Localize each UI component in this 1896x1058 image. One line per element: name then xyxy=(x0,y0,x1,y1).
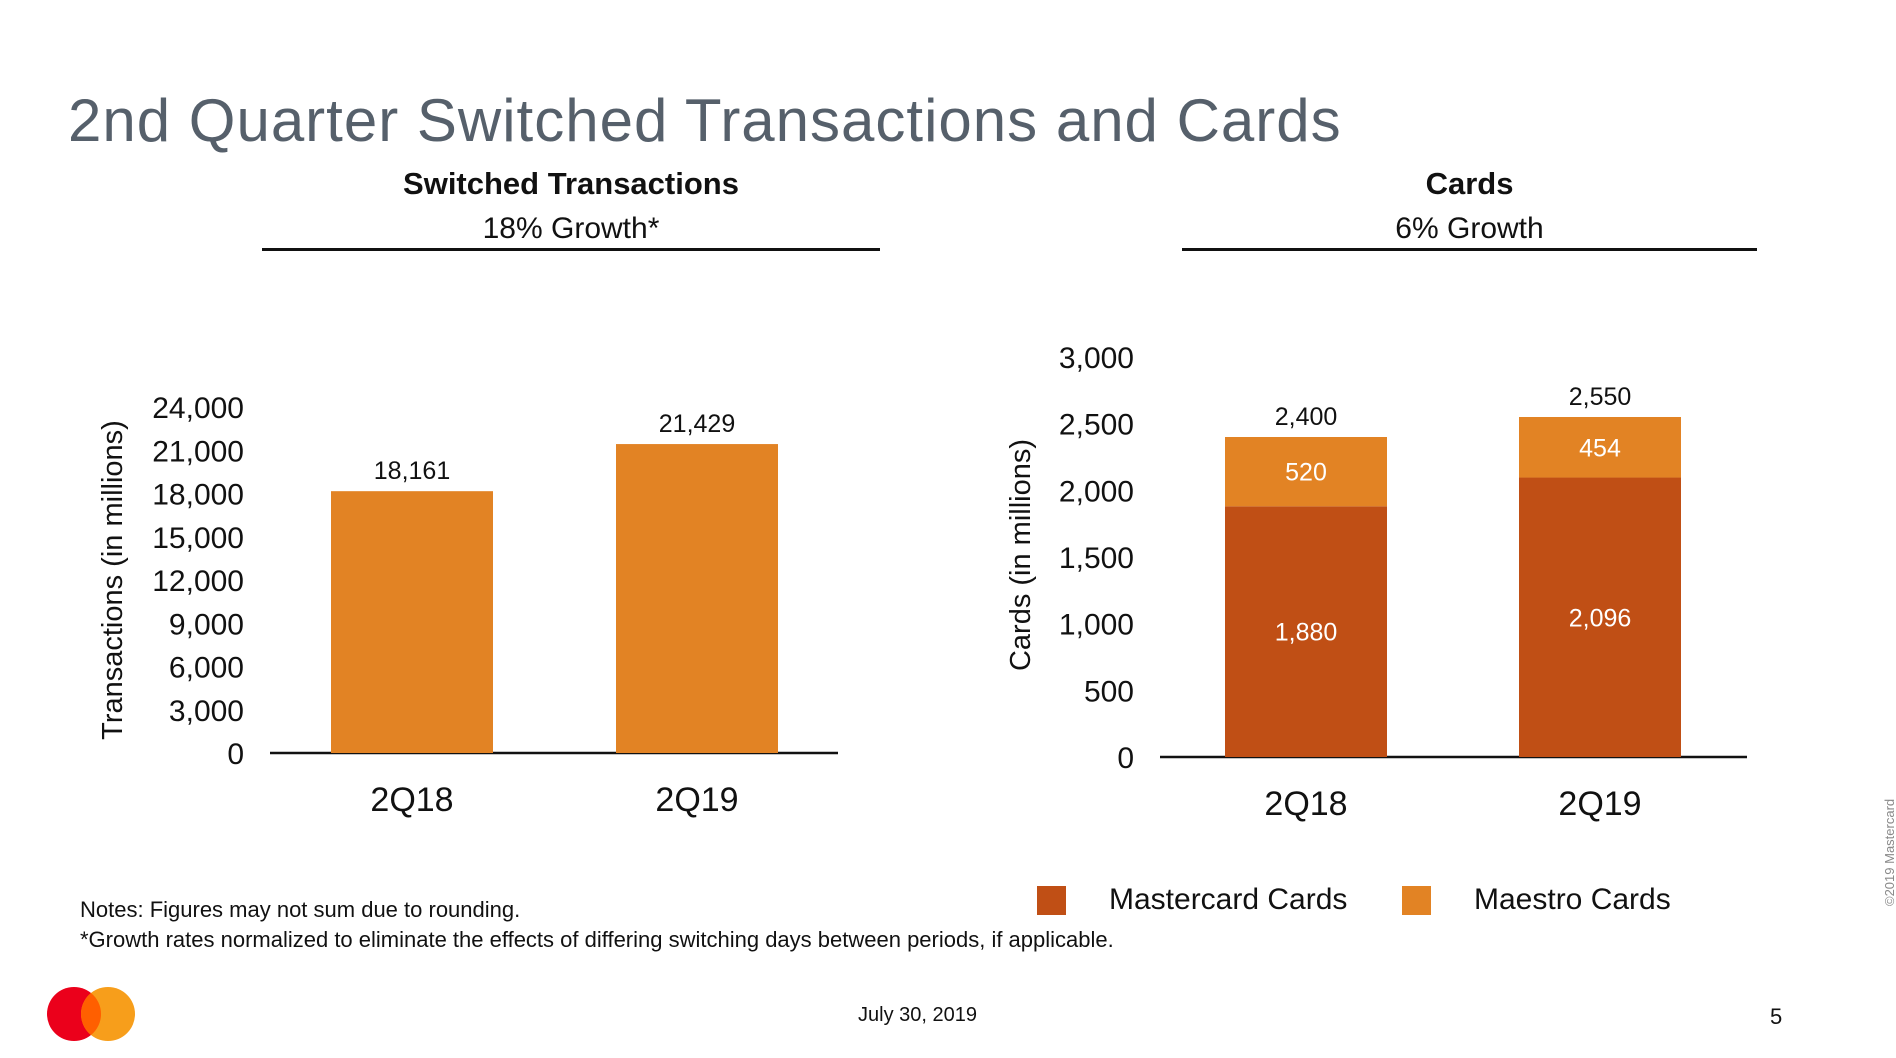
y-tick-label: 15,000 xyxy=(152,522,244,555)
footnote-growth: *Growth rates normalized to eliminate th… xyxy=(80,927,1114,952)
bar-segment xyxy=(1225,506,1387,757)
legend-item-mastercard-cards: Mastercard Cards xyxy=(1037,883,1347,917)
data-label: 18,161 xyxy=(374,457,450,485)
page-number: 5 xyxy=(1770,1004,1783,1029)
bar-segment xyxy=(1225,437,1387,507)
x-tick-label: 2Q18 xyxy=(370,781,453,819)
legend-swatch-maestro-cards xyxy=(1402,885,1431,915)
y-tick-label: 9,000 xyxy=(169,608,244,641)
x-tick-label: 2Q19 xyxy=(655,781,738,819)
y-tick-label: 12,000 xyxy=(152,565,244,598)
data-label: 520 xyxy=(1285,459,1327,487)
y-tick-label: 3,000 xyxy=(169,695,244,728)
bar-segment xyxy=(1519,477,1681,757)
cards-panel-title: Cards xyxy=(1425,166,1514,201)
x-tick-label: 2Q18 xyxy=(1264,785,1347,823)
copyright-notice: ©2019 Mastercard xyxy=(1882,798,1896,906)
cards-header-rule xyxy=(1182,248,1757,251)
y-tick-label: 1,000 xyxy=(1059,609,1134,642)
transactions-panel-header: Switched Transactions 18% Growth* xyxy=(262,166,880,246)
total-label: 2,400 xyxy=(1275,403,1338,431)
legend-label-mastercard-cards: Mastercard Cards xyxy=(1109,883,1348,916)
y-tick-label: 18,000 xyxy=(152,479,244,512)
bar-segment xyxy=(1519,417,1681,478)
legend-item-maestro-cards: Maestro Cards xyxy=(1402,883,1671,917)
data-label: 454 xyxy=(1579,434,1621,462)
y-tick-label: 24,000 xyxy=(152,392,244,425)
y-tick-label: 3,000 xyxy=(1059,342,1134,375)
mastercard-logo-icon xyxy=(47,987,135,1041)
data-label: 1,880 xyxy=(1275,619,1338,647)
y-tick-label: 0 xyxy=(227,738,244,771)
footnote-rounding: Notes: Figures may not sum due to roundi… xyxy=(80,897,521,922)
bar xyxy=(331,491,493,753)
transactions-growth-label: 18% Growth* xyxy=(482,212,660,245)
transactions-header-rule xyxy=(262,248,880,251)
cards-growth-label: 6% Growth xyxy=(1395,212,1544,245)
y-axis-label: Transactions (in millions) xyxy=(97,420,129,740)
y-tick-label: 500 xyxy=(1084,675,1134,708)
y-tick-label: 6,000 xyxy=(169,652,244,685)
footnotes: Notes: Figures may not sum due to roundi… xyxy=(80,895,1114,955)
y-tick-label: 2,500 xyxy=(1059,409,1134,442)
legend-swatch-mastercard-cards xyxy=(1037,885,1066,915)
data-label: 2,096 xyxy=(1569,604,1632,632)
data-label: 21,429 xyxy=(659,410,735,438)
y-tick-label: 21,000 xyxy=(152,435,244,468)
footer-date: July 30, 2019 xyxy=(858,1004,977,1026)
transactions-panel-title: Switched Transactions xyxy=(403,166,739,201)
y-axis-label: Cards (in millions) xyxy=(1005,439,1037,671)
y-tick-label: 2,000 xyxy=(1059,475,1134,508)
cards-panel-header: Cards 6% Growth xyxy=(1182,166,1757,246)
total-label: 2,550 xyxy=(1569,383,1632,411)
legend-label-maestro-cards: Maestro Cards xyxy=(1474,883,1671,916)
slide-title: 2nd Quarter Switched Transactions and Ca… xyxy=(68,87,1342,154)
x-tick-label: 2Q19 xyxy=(1558,785,1641,823)
y-tick-label: 1,500 xyxy=(1059,542,1134,575)
bar xyxy=(616,444,778,753)
y-tick-label: 0 xyxy=(1117,742,1134,775)
